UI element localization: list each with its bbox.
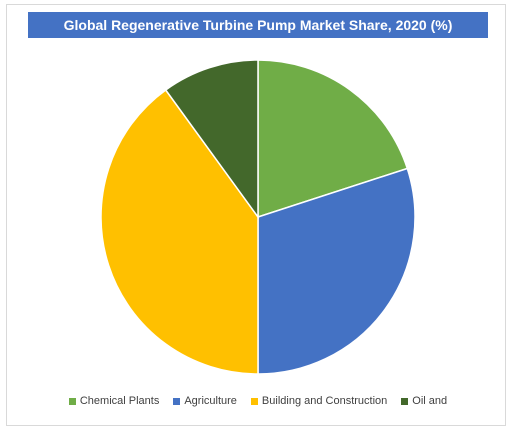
chart-title: Global Regenerative Turbine Pump Market … <box>28 12 488 38</box>
pie-slice-oil-and <box>164 59 259 220</box>
pie-slice-chemical-plants <box>257 59 409 219</box>
chart-title-text: Global Regenerative Turbine Pump Market … <box>63 17 453 33</box>
pie-chart <box>100 59 416 375</box>
legend-swatch-agriculture <box>173 397 181 405</box>
legend-item-agriculture: Agriculture <box>173 395 237 407</box>
pie-slice-agriculture <box>257 167 416 375</box>
legend-item-oil-and: Oil and <box>401 395 447 407</box>
legend-label-oil-and: Oil and <box>412 395 448 407</box>
legend-label-agriculture: Agriculture <box>184 395 237 407</box>
legend: Chemical Plants Agriculture Building and… <box>0 392 516 410</box>
legend-label-building-and-construction: Building and Construction <box>261 395 388 407</box>
legend-swatch-chemical-plants <box>68 397 76 405</box>
legend-label-chemical-plants: Chemical Plants <box>79 395 160 407</box>
legend-item-chemical-plants: Chemical Plants <box>68 395 160 407</box>
pie-slice-building-and-construction <box>100 88 259 375</box>
legend-swatch-oil-and <box>401 397 409 405</box>
legend-item-building-and-construction: Building and Construction <box>250 395 388 407</box>
legend-swatch-building-and-construction <box>250 397 258 405</box>
